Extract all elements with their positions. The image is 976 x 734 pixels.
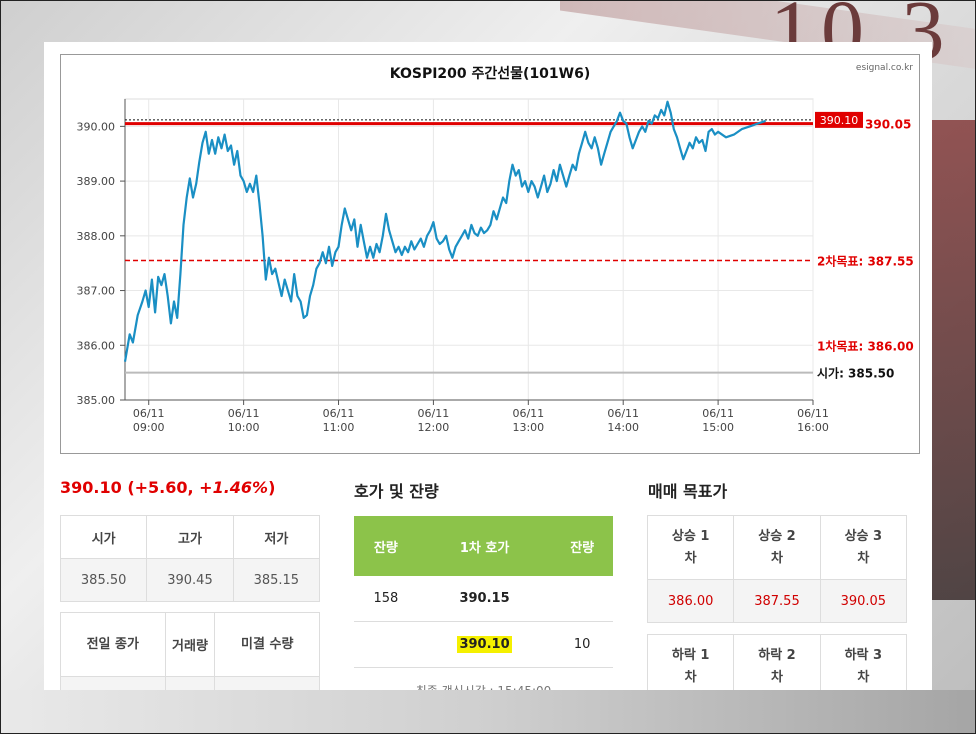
y-tick-label: 387.00 xyxy=(77,285,116,298)
ohlc-table: 시가 고가 저가 385.50 390.45 385.15 xyxy=(59,515,321,602)
current-price: 390.10 xyxy=(60,478,122,497)
target-up-1-header: 상승 1차 xyxy=(646,515,735,580)
current-price-tag xyxy=(815,111,863,128)
orderbook-header-price: 1차 호가 xyxy=(417,516,552,576)
open-price-label: 시가: 385.50 xyxy=(817,366,894,381)
target-line-1-label: 1차목표: 386.00 xyxy=(817,338,914,353)
x-tick-date: 06/11 xyxy=(133,407,165,420)
ohlc-value-open: 385.50 xyxy=(59,558,148,602)
content-panel: 385.00 386.00 387.00 388.00 389.00 390.00 06/1… xyxy=(44,42,932,690)
orderbook-row: 158 390.15 xyxy=(354,576,613,622)
x-tick-time: 11:00 xyxy=(323,421,355,434)
price-change: (+5.60, xyxy=(127,478,200,497)
stats-header-volume: 거래량 xyxy=(164,612,216,677)
target-line-2-label: 2차목표: 387.55 xyxy=(817,253,914,268)
y-tick-label: 390.00 xyxy=(77,120,116,133)
targets-down-table: 하락 1차 하락 2차 하락 3차 xyxy=(646,634,908,690)
chart-title: KOSPI200 주간선물(101W6) xyxy=(389,66,591,82)
x-tick-time: 09:00 xyxy=(133,421,165,434)
target-line-3-label: 390.05 xyxy=(865,118,911,132)
orderbook-header-bid-qty: 잔량 xyxy=(551,516,613,576)
target-up-2-header: 상승 2차 xyxy=(733,515,821,580)
y-tick-label: 388.00 xyxy=(77,230,116,243)
target-down-1-header: 하락 1차 xyxy=(646,634,735,690)
targets-up-table: 상승 1차 상승 2차 상승 3차 386.00 387.55 390.05 xyxy=(646,515,908,623)
ohlc-header-open: 시가 xyxy=(59,515,148,559)
orderbook-table: 잔량 1차 호가 잔량 158 390.15 390.10 10 xyxy=(354,516,613,668)
y-tick-label: 386.00 xyxy=(77,339,116,352)
orderbook-row: 390.10 10 xyxy=(354,621,613,668)
target-up-3-header: 상승 3차 xyxy=(819,515,908,580)
stats-value-volume xyxy=(164,676,216,690)
ohlc-header-high: 고가 xyxy=(146,515,234,559)
target-up-2-value: 387.55 xyxy=(733,579,821,623)
x-tick-time: 14:00 xyxy=(607,421,639,434)
stats-header-prev-close: 전일 종가 xyxy=(60,612,166,677)
current-price-tag-label: 390.10 xyxy=(820,114,859,127)
target-down-3-header: 하락 3차 xyxy=(819,634,908,690)
orderbook-header-ask-qty: 잔량 xyxy=(354,516,418,576)
price-chart: 385.00 386.00 387.00 388.00 389.00 390.00 06/1… xyxy=(77,98,914,434)
target-up-1-value: 386.00 xyxy=(646,579,735,623)
y-tick-label: 389.00 xyxy=(77,175,116,188)
current-price-summary: 390.10 (+5.60, +1.46%) xyxy=(60,478,276,497)
x-tick-time: 15:00 xyxy=(702,421,734,434)
targets-title: 매매 목표가 xyxy=(648,482,728,501)
y-tick-label: 385.00 xyxy=(77,394,116,407)
ohlc-value-high: 390.45 xyxy=(146,558,234,602)
stats-value-open-interest xyxy=(214,676,320,690)
stats-table: 전일 종가 거래량 미결 수량 xyxy=(60,612,320,690)
x-tick-date: 06/11 xyxy=(512,407,544,420)
x-tick-date: 06/11 xyxy=(418,407,450,420)
x-tick-date: 06/11 xyxy=(228,407,260,420)
target-down-2-header: 하락 2차 xyxy=(733,634,821,690)
orderbook-bid-qty xyxy=(551,576,613,622)
x-tick-date: 06/11 xyxy=(607,407,639,420)
x-tick-date: 06/11 xyxy=(323,407,355,420)
orderbook-ask-qty: 158 xyxy=(354,576,418,622)
chart-source-link[interactable]: esignal.co.kr xyxy=(855,63,913,73)
x-tick-date: 06/11 xyxy=(702,407,734,420)
price-change-pct: +1.46% xyxy=(199,478,269,497)
orderbook-current-price: 390.10 xyxy=(457,636,512,653)
stats-header-open-interest: 미결 수량 xyxy=(214,612,320,677)
ohlc-value-low: 385.15 xyxy=(232,558,321,602)
orderbook-updated-time: 최종 갱신시각 : 15:45:00 xyxy=(354,682,613,690)
orderbook-ask-qty xyxy=(354,621,418,668)
plot-area xyxy=(124,98,814,401)
x-tick-time: 12:00 xyxy=(418,421,450,434)
x-tick-time: 16:00 xyxy=(797,421,829,434)
orderbook-title: 호가 및 잔량 xyxy=(354,482,439,501)
ohlc-header-low: 저가 xyxy=(232,515,321,559)
x-tick-time: 10:00 xyxy=(228,421,260,434)
target-up-3-value: 390.05 xyxy=(819,579,908,623)
orderbook-ask-price: 390.15 xyxy=(417,576,552,622)
price-series-line xyxy=(123,100,766,362)
orderbook-bid-qty: 10 xyxy=(551,621,613,668)
stats-value-prev-close xyxy=(60,676,166,690)
x-tick-time: 13:00 xyxy=(512,421,544,434)
chart-container: 385.00 386.00 387.00 388.00 389.00 390.00 06/1… xyxy=(60,54,920,454)
x-tick-date: 06/11 xyxy=(797,407,829,420)
